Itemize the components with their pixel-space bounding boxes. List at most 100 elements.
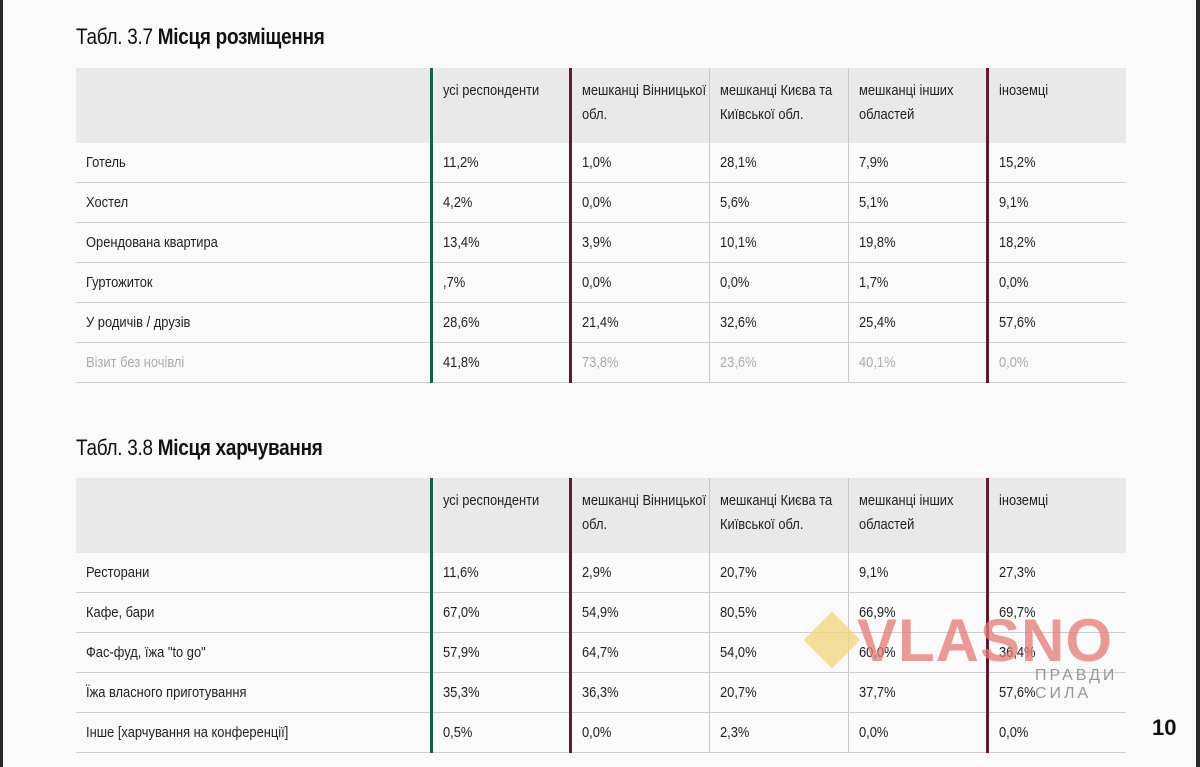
value-cell: 11,2%	[429, 143, 570, 183]
value-cell: 5,1%	[847, 182, 987, 223]
value-cell: 67,0%	[429, 592, 570, 633]
value-cell: 4,2%	[429, 182, 570, 223]
vlasno-watermark: VLASNO ПРАВДИ СИЛА	[803, 607, 1172, 702]
table-row: Візит без ночівлі 41,8% 73,8% 23,6% 40,1% 0,0…	[76, 342, 1126, 383]
value-cell: 37,7%	[847, 672, 987, 713]
table1-header-row: усі респонденти мешканці Вінницької обл.…	[76, 68, 1126, 143]
row-label: Фас-фуд, їжа "to go"	[76, 632, 431, 673]
value-cell: 0,0%	[847, 712, 987, 753]
value-cell: 64,7%	[568, 632, 709, 673]
table-row: Фас-фуд, їжа "to go" 57,9% 64,7% 54,0% 60,0%…	[76, 632, 1126, 673]
table1-title: Табл. 3.7 Місця розміщення	[76, 24, 325, 50]
value-cell: 5,6%	[708, 182, 848, 223]
watermark-tagline: ПРАВДИ СИЛА	[1035, 667, 1118, 702]
value-cell: 28,6%	[429, 302, 570, 343]
value-cell: 60,0%	[847, 632, 987, 673]
table1-header-cell: усі респонденти	[429, 68, 570, 143]
table2-header-cell: мешканці Києва та Київської обл.	[708, 478, 848, 553]
value-cell: 0,0%	[568, 712, 709, 753]
value-cell: 10,1%	[708, 222, 848, 263]
value-cell: 80,5%	[708, 592, 848, 633]
value-cell: 23,6%	[708, 342, 848, 383]
value-cell: 57,6%	[985, 672, 1126, 713]
value-cell: 0,0%	[708, 262, 848, 303]
value-cell: 32,6%	[708, 302, 848, 343]
value-cell: 0,0%	[568, 182, 709, 223]
table2-header-cell	[76, 478, 431, 553]
table1: усі респонденти мешканці Вінницької обл.…	[76, 68, 1126, 383]
row-label: Інше [харчування на конференції]	[76, 712, 431, 753]
value-cell: 2,9%	[568, 553, 709, 593]
watermark-diamond-icon	[803, 611, 861, 669]
value-cell: 54,9%	[568, 592, 709, 633]
watermark-brand: VLASNO	[857, 607, 1114, 674]
row-label: Готель	[76, 143, 431, 183]
value-cell: 57,9%	[429, 632, 570, 673]
value-cell: 0,0%	[568, 262, 709, 303]
value-cell: 1,0%	[568, 143, 709, 183]
row-label: Хостел	[76, 182, 431, 223]
right-border	[1196, 0, 1200, 767]
value-cell: 0,0%	[985, 262, 1126, 303]
value-cell: 36,3%	[568, 672, 709, 713]
value-cell: 3,9%	[568, 222, 709, 263]
row-label: Візит без ночівлі	[76, 342, 431, 383]
table1-header-cell: мешканці інших областей	[847, 68, 987, 143]
row-label: Ресторани	[76, 553, 431, 593]
table-row: Орендована квартира 13,4% 3,9% 10,1% 19,8% 18…	[76, 222, 1126, 263]
table-row: Кафе, бари 67,0% 54,9% 80,5% 66,9% 69,7%	[76, 592, 1126, 633]
table1-header-cell	[76, 68, 431, 143]
table-row: Гуртожиток ,7% 0,0% 0,0% 1,7% 0,0%	[76, 262, 1126, 303]
value-cell: 36,4%	[985, 632, 1126, 673]
table-row: У родичів / друзів 28,6% 21,4% 32,6% 25,4% 57…	[76, 302, 1126, 343]
value-cell: 25,4%	[847, 302, 987, 343]
row-label: Їжа власного приготування	[76, 672, 431, 713]
value-cell: 11,6%	[429, 553, 570, 593]
value-cell: 73,8%	[568, 342, 709, 383]
value-cell: 66,9%	[847, 592, 987, 633]
value-cell: 9,1%	[985, 182, 1126, 223]
table2-title-bold: Місця харчування	[157, 435, 323, 460]
value-cell: 13,4%	[429, 222, 570, 263]
table2-header-cell: мешканці Вінницької обл.	[568, 478, 709, 553]
table1-title-prefix: Табл. 3.7	[76, 24, 153, 49]
page-number: 10	[1152, 715, 1177, 740]
row-label: Кафе, бари	[76, 592, 431, 633]
table2-header-row: усі респонденти мешканці Вінницької обл.…	[76, 478, 1126, 553]
row-label: Орендована квартира	[76, 222, 431, 263]
left-border	[0, 0, 3, 767]
value-cell: 20,7%	[708, 553, 848, 593]
table1-title-bold: Місця розміщення	[157, 24, 325, 49]
row-label: У родичів / друзів	[76, 302, 431, 343]
value-cell: 28,1%	[708, 143, 848, 183]
row-label: Гуртожиток	[76, 262, 431, 303]
value-cell: 0,0%	[985, 342, 1126, 383]
table2-header-cell: іноземці	[985, 478, 1126, 553]
value-cell: 27,3%	[985, 553, 1126, 593]
table-row: Інше [харчування на конференції] 0,5% 0,0%…	[76, 712, 1126, 753]
table-row: Готель 11,2% 1,0% 28,1% 7,9% 15,2%	[76, 143, 1126, 183]
table1-header-cell: мешканці Києва та Київської обл.	[708, 68, 848, 143]
table2: усі респонденти мешканці Вінницької обл.…	[76, 478, 1126, 753]
value-cell: 41,8%	[429, 342, 570, 383]
value-cell: ,7%	[429, 262, 570, 303]
value-cell: 19,8%	[847, 222, 987, 263]
value-cell: 35,3%	[429, 672, 570, 713]
value-cell: 0,5%	[429, 712, 570, 753]
table-row: Ресторани 11,6% 2,9% 20,7% 9,1% 27,3%	[76, 553, 1126, 593]
value-cell: 21,4%	[568, 302, 709, 343]
value-cell: 0,0%	[985, 712, 1126, 753]
value-cell: 7,9%	[847, 143, 987, 183]
value-cell: 2,3%	[708, 712, 848, 753]
value-cell: 57,6%	[985, 302, 1126, 343]
table2-header-cell: мешканці інших областей	[847, 478, 987, 553]
value-cell: 69,7%	[985, 592, 1126, 633]
table2-title: Табл. 3.8 Місця харчування	[76, 435, 323, 461]
value-cell: 40,1%	[847, 342, 987, 383]
value-cell: 18,2%	[985, 222, 1126, 263]
value-cell: 15,2%	[985, 143, 1126, 183]
value-cell: 20,7%	[708, 672, 848, 713]
table-row: Хостел 4,2% 0,0% 5,6% 5,1% 9,1%	[76, 182, 1126, 223]
table1-header-cell: іноземці	[985, 68, 1126, 143]
table1-header-cell: мешканці Вінницької обл.	[568, 68, 709, 143]
